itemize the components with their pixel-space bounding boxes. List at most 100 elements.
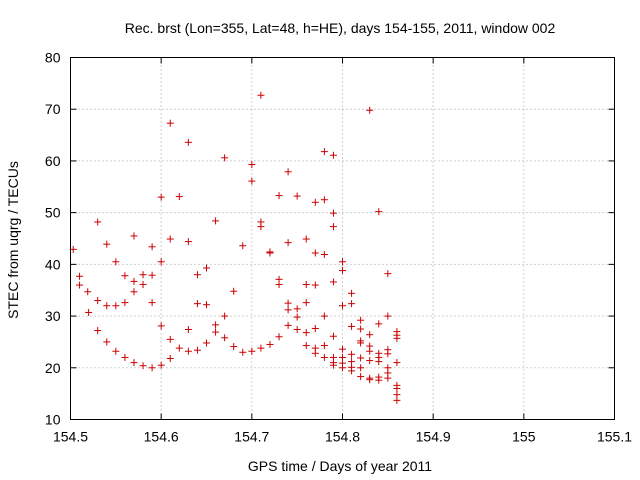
- data-point: [212, 321, 220, 329]
- data-point: [112, 347, 120, 355]
- data-point: [148, 299, 156, 307]
- data-point: [112, 258, 120, 266]
- data-point: [76, 272, 84, 280]
- data-point: [212, 217, 220, 225]
- y-tick-label: 70: [45, 101, 61, 117]
- data-point: [311, 198, 319, 206]
- data-point: [293, 326, 301, 334]
- data-point: [320, 353, 328, 361]
- data-point: [348, 289, 356, 297]
- data-point: [230, 287, 238, 295]
- data-point: [139, 281, 147, 289]
- data-point: [302, 329, 310, 337]
- data-point: [130, 277, 138, 285]
- data-point: [329, 151, 337, 159]
- data-point: [166, 119, 174, 127]
- y-tick-label: 30: [45, 308, 61, 324]
- data-point: [384, 350, 392, 358]
- x-tick-label: 154.6: [144, 429, 179, 445]
- data-point: [166, 235, 174, 243]
- data-point: [339, 267, 346, 275]
- data-point: [166, 335, 174, 343]
- data-point: [257, 91, 265, 99]
- data-point: [320, 251, 328, 259]
- data-point: [248, 177, 256, 185]
- data-point: [284, 168, 292, 176]
- data-point: [94, 218, 102, 226]
- y-tick-label: 20: [45, 360, 61, 376]
- data-point: [112, 302, 120, 310]
- data-point: [157, 258, 165, 266]
- data-point: [293, 305, 301, 313]
- data-point: [284, 299, 292, 307]
- data-point: [339, 258, 346, 266]
- data-point: [329, 209, 337, 217]
- data-point: [284, 321, 292, 329]
- data-point: [393, 359, 401, 367]
- data-point: [157, 361, 165, 369]
- data-point: [311, 281, 319, 289]
- data-point: [329, 223, 337, 231]
- y-tick-label: 10: [45, 412, 61, 428]
- data-point: [357, 354, 365, 362]
- data-point: [375, 320, 383, 328]
- data-point: [266, 341, 274, 349]
- data-point: [348, 322, 356, 330]
- x-tick-label: 154.5: [53, 429, 88, 445]
- data-point: [339, 302, 346, 310]
- data-point: [293, 313, 301, 321]
- data-point: [84, 288, 92, 296]
- data-point: [193, 271, 201, 279]
- data-point: [375, 358, 383, 366]
- data-point: [103, 338, 111, 346]
- data-point: [320, 148, 328, 156]
- data-point: [121, 299, 129, 307]
- data-point: [85, 308, 93, 316]
- data-point: [357, 325, 365, 333]
- data-point: [302, 299, 310, 307]
- data-point: [239, 348, 247, 356]
- y-tick-label: 60: [45, 153, 61, 169]
- data-point: [130, 288, 138, 296]
- data-point: [257, 223, 265, 231]
- data-point: [339, 345, 346, 353]
- data-point: [157, 193, 165, 201]
- data-point: [284, 239, 292, 247]
- data-point: [175, 344, 183, 352]
- data-point: [329, 278, 337, 286]
- data-point: [148, 271, 156, 279]
- x-tick-label: 154.9: [416, 429, 451, 445]
- data-point: [148, 243, 156, 251]
- data-point: [348, 350, 356, 358]
- data-point: [366, 376, 374, 384]
- data-point: [357, 339, 365, 347]
- data-point: [384, 374, 392, 382]
- data-point: [302, 342, 310, 350]
- axis-ticks: 154.5 154.6 154.7 154.8 154.9 155 155.1 10 20 30 4…: [45, 50, 632, 445]
- data-point: [266, 249, 274, 257]
- data-point: [311, 349, 319, 357]
- data-point: [94, 327, 102, 335]
- data-point: [393, 334, 401, 342]
- data-point: [184, 347, 192, 355]
- x-tick-label: 155: [512, 429, 536, 445]
- data-point: [302, 235, 310, 243]
- data-point: [366, 357, 374, 365]
- data-point: [130, 359, 138, 367]
- y-tick-label: 80: [45, 50, 61, 66]
- x-tick-label: 154.8: [325, 429, 360, 445]
- data-point: [393, 396, 401, 404]
- data-point: [320, 342, 328, 350]
- data-point: [275, 281, 283, 289]
- data-point: [366, 106, 374, 114]
- plot-frame: [70, 57, 615, 420]
- x-axis-label: GPS time / Days of year 2011: [248, 458, 432, 474]
- data-point: [357, 364, 365, 372]
- data-point: [166, 354, 174, 362]
- data-point: [76, 281, 84, 289]
- data-points: [69, 91, 401, 404]
- y-tick-label: 40: [45, 256, 61, 272]
- data-point: [284, 306, 292, 314]
- data-point: [257, 344, 265, 352]
- data-point: [103, 240, 111, 248]
